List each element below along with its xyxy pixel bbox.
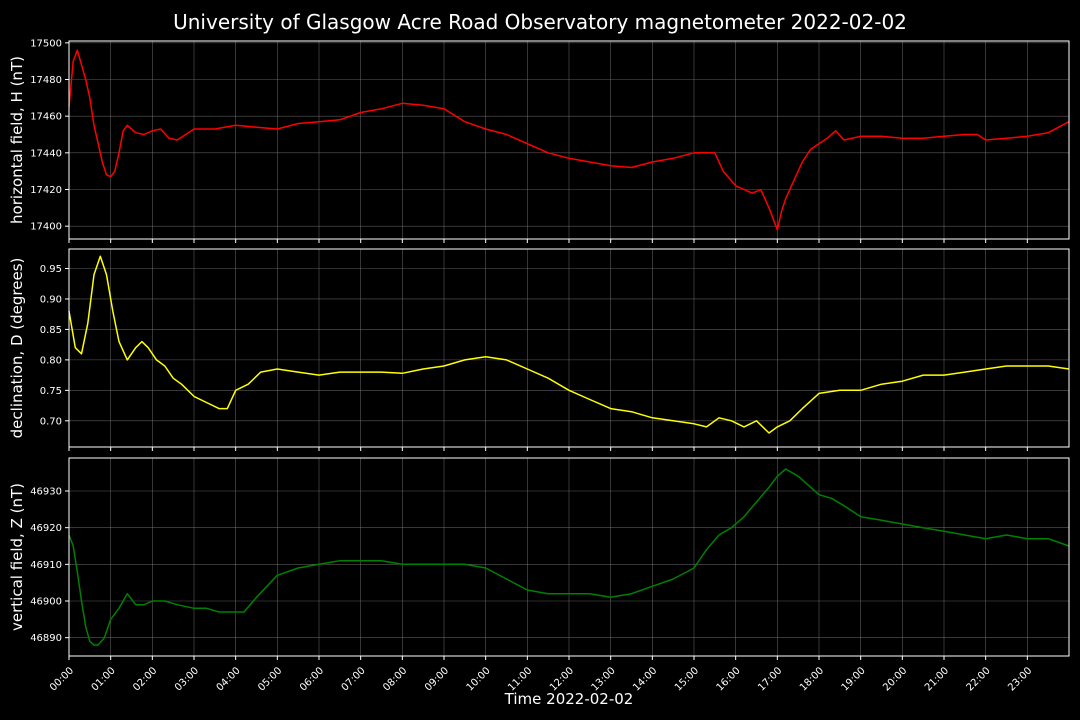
y-tick-label: 46910 xyxy=(30,560,62,571)
y-tick-label: 0.70 xyxy=(40,416,62,427)
panel-2: 0.70 0.75 0.80 0.85 0.90 0.95 declination, D (… xyxy=(8,248,1070,451)
y-tick-label: 17440 xyxy=(30,148,62,159)
y-tick-label: 17460 xyxy=(30,112,62,123)
axes-frame xyxy=(68,40,1070,240)
chart-title: University of Glasgow Acre Road Observat… xyxy=(173,10,907,34)
y-axis-label: vertical field, Z (nT) xyxy=(8,483,26,631)
y-tick-label: 0.80 xyxy=(40,355,62,366)
y-tick-label: 17500 xyxy=(30,38,62,49)
x-axis-label: Time 2022-02-02 xyxy=(504,690,634,708)
y-axis-label: horizontal field, H (nT) xyxy=(8,56,26,224)
y-tick-label: 17400 xyxy=(30,222,62,233)
y-axis-label: declination, D (degrees) xyxy=(8,258,26,439)
y-tick-label: 0.85 xyxy=(40,325,62,336)
data-line-panel-2 xyxy=(68,255,1070,434)
panel-3: 46890 46900 46910 46920 46930 vertical field,… xyxy=(8,457,1070,693)
y-tick-label: 0.95 xyxy=(40,264,62,275)
axes-frame xyxy=(68,457,1070,657)
axes-frame xyxy=(68,248,1070,448)
data-line-panel-1 xyxy=(68,49,1070,231)
y-tick-label: 0.75 xyxy=(40,386,62,397)
y-tick-label: 46920 xyxy=(30,523,62,534)
y-tick-label: 17420 xyxy=(30,185,62,196)
y-tick-label: 0.90 xyxy=(40,294,62,305)
y-tick-label: 46900 xyxy=(30,597,62,608)
y-tick-label: 17480 xyxy=(30,75,62,86)
y-tick-label: 46930 xyxy=(30,487,62,498)
panel-1: 17400 17420 17440 17460 17480 17500 horizontal… xyxy=(8,38,1070,243)
y-tick-label: 46890 xyxy=(30,633,62,644)
data-line-panel-3 xyxy=(68,468,1070,646)
